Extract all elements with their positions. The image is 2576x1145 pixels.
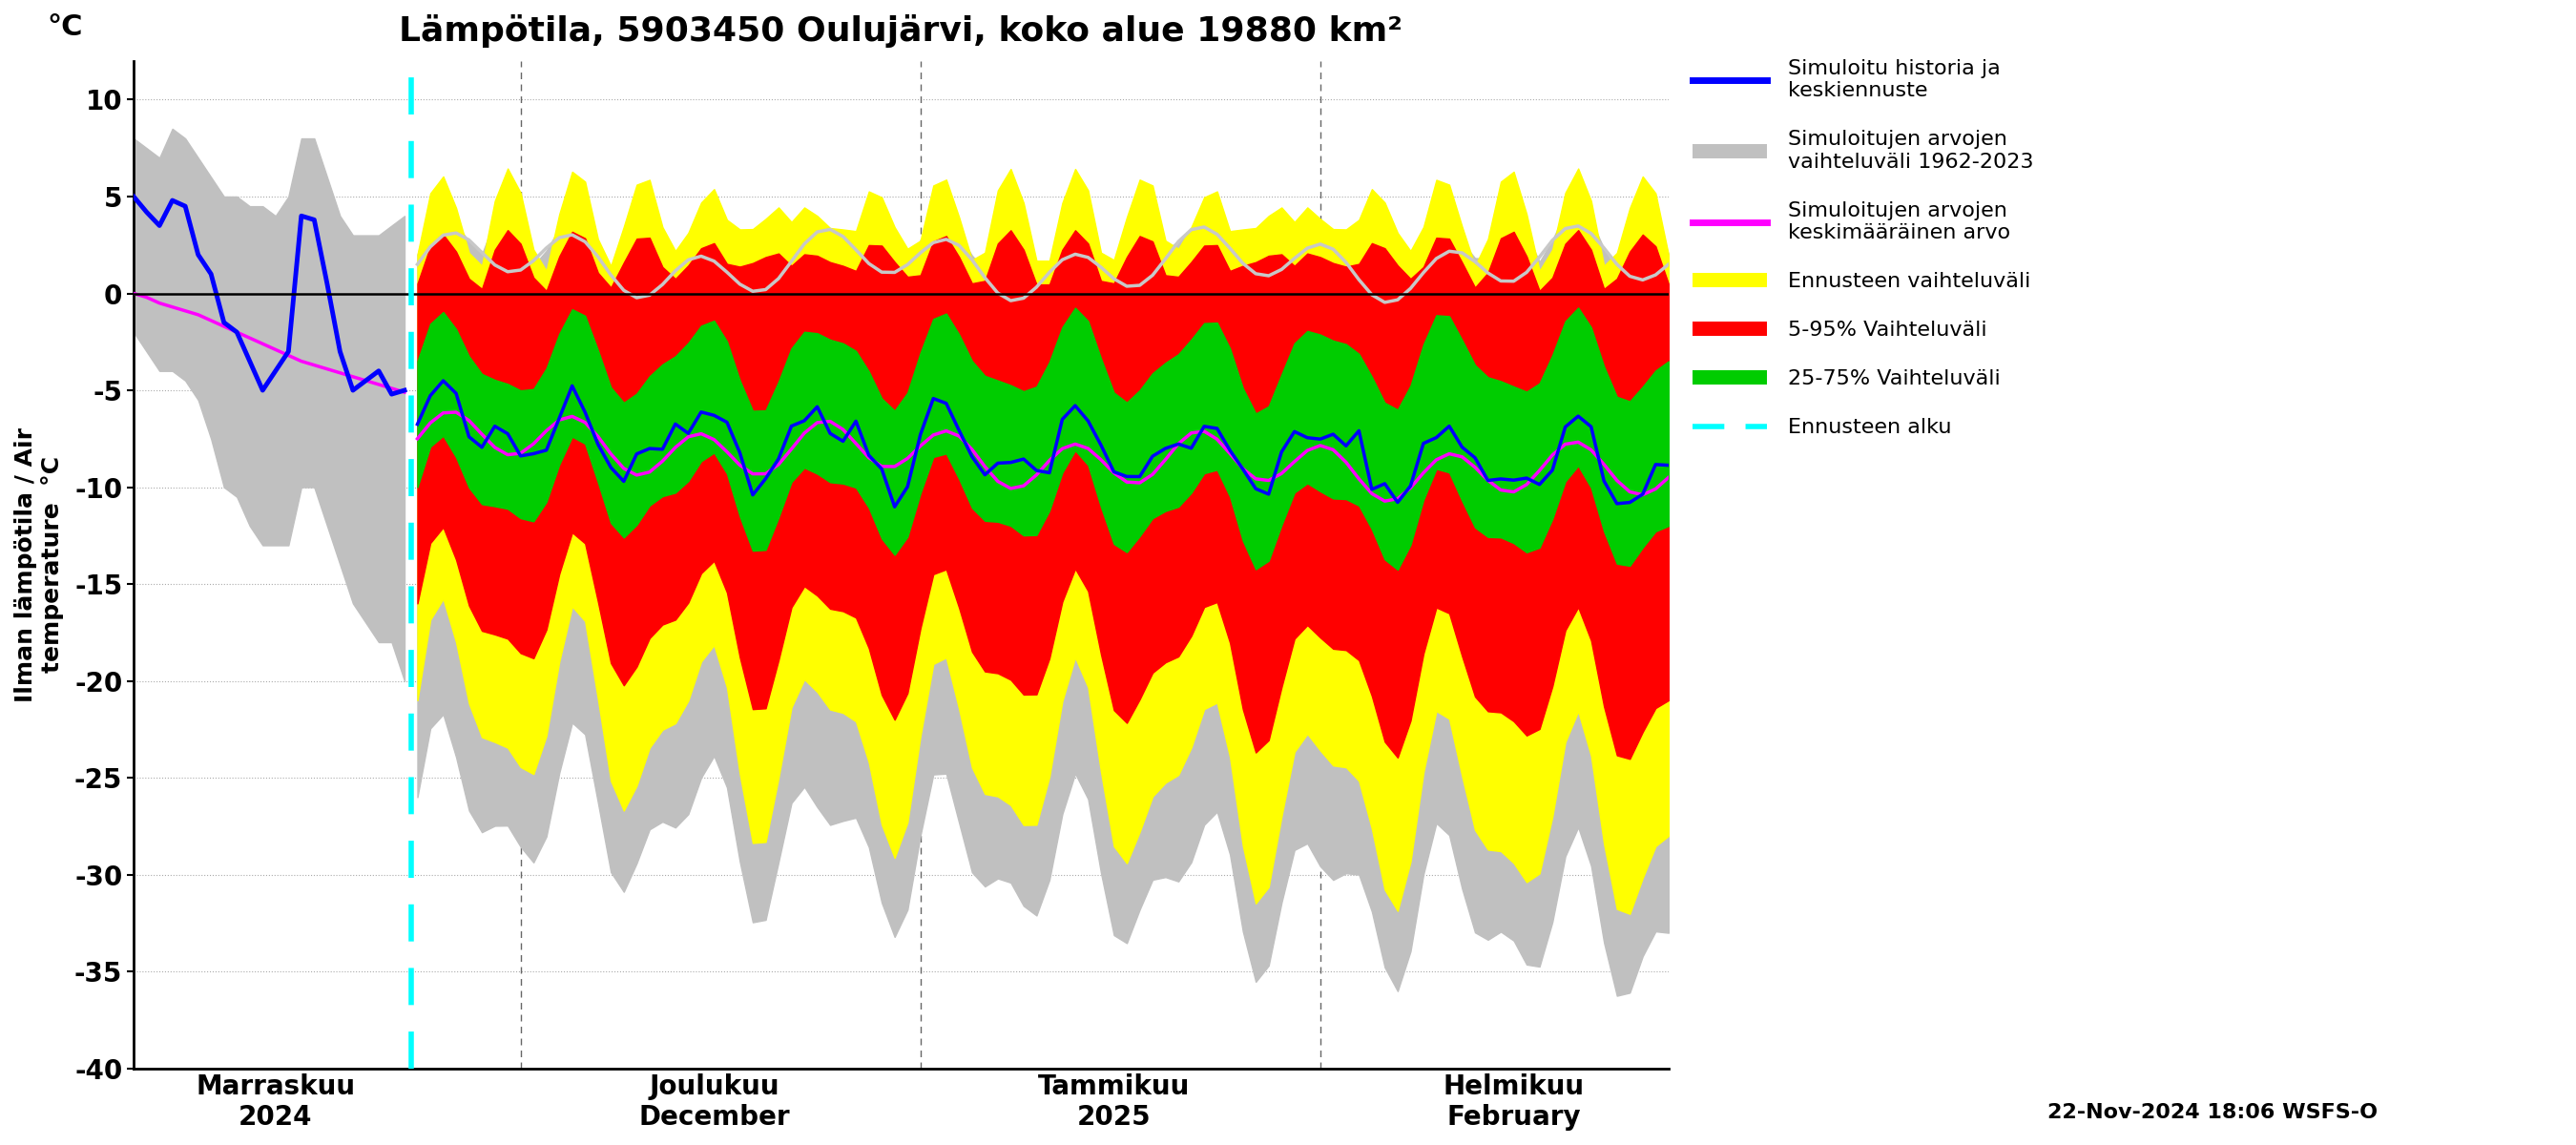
Text: 22-Nov-2024 18:06 WSFS-O: 22-Nov-2024 18:06 WSFS-O — [2048, 1103, 2378, 1122]
Text: °C: °C — [46, 13, 82, 41]
Title: Lämpötila, 5903450 Oulujärvi, koko alue 19880 km²: Lämpötila, 5903450 Oulujärvi, koko alue … — [399, 14, 1404, 48]
Legend: Simuloitu historia ja
keskiennuste, Simuloitujen arvojen
vaihteluväli 1962-2023,: Simuloitu historia ja keskiennuste, Simu… — [1685, 50, 2043, 445]
Y-axis label: Ilman lämpötila / Air
temperature  °C: Ilman lämpötila / Air temperature °C — [15, 427, 64, 702]
